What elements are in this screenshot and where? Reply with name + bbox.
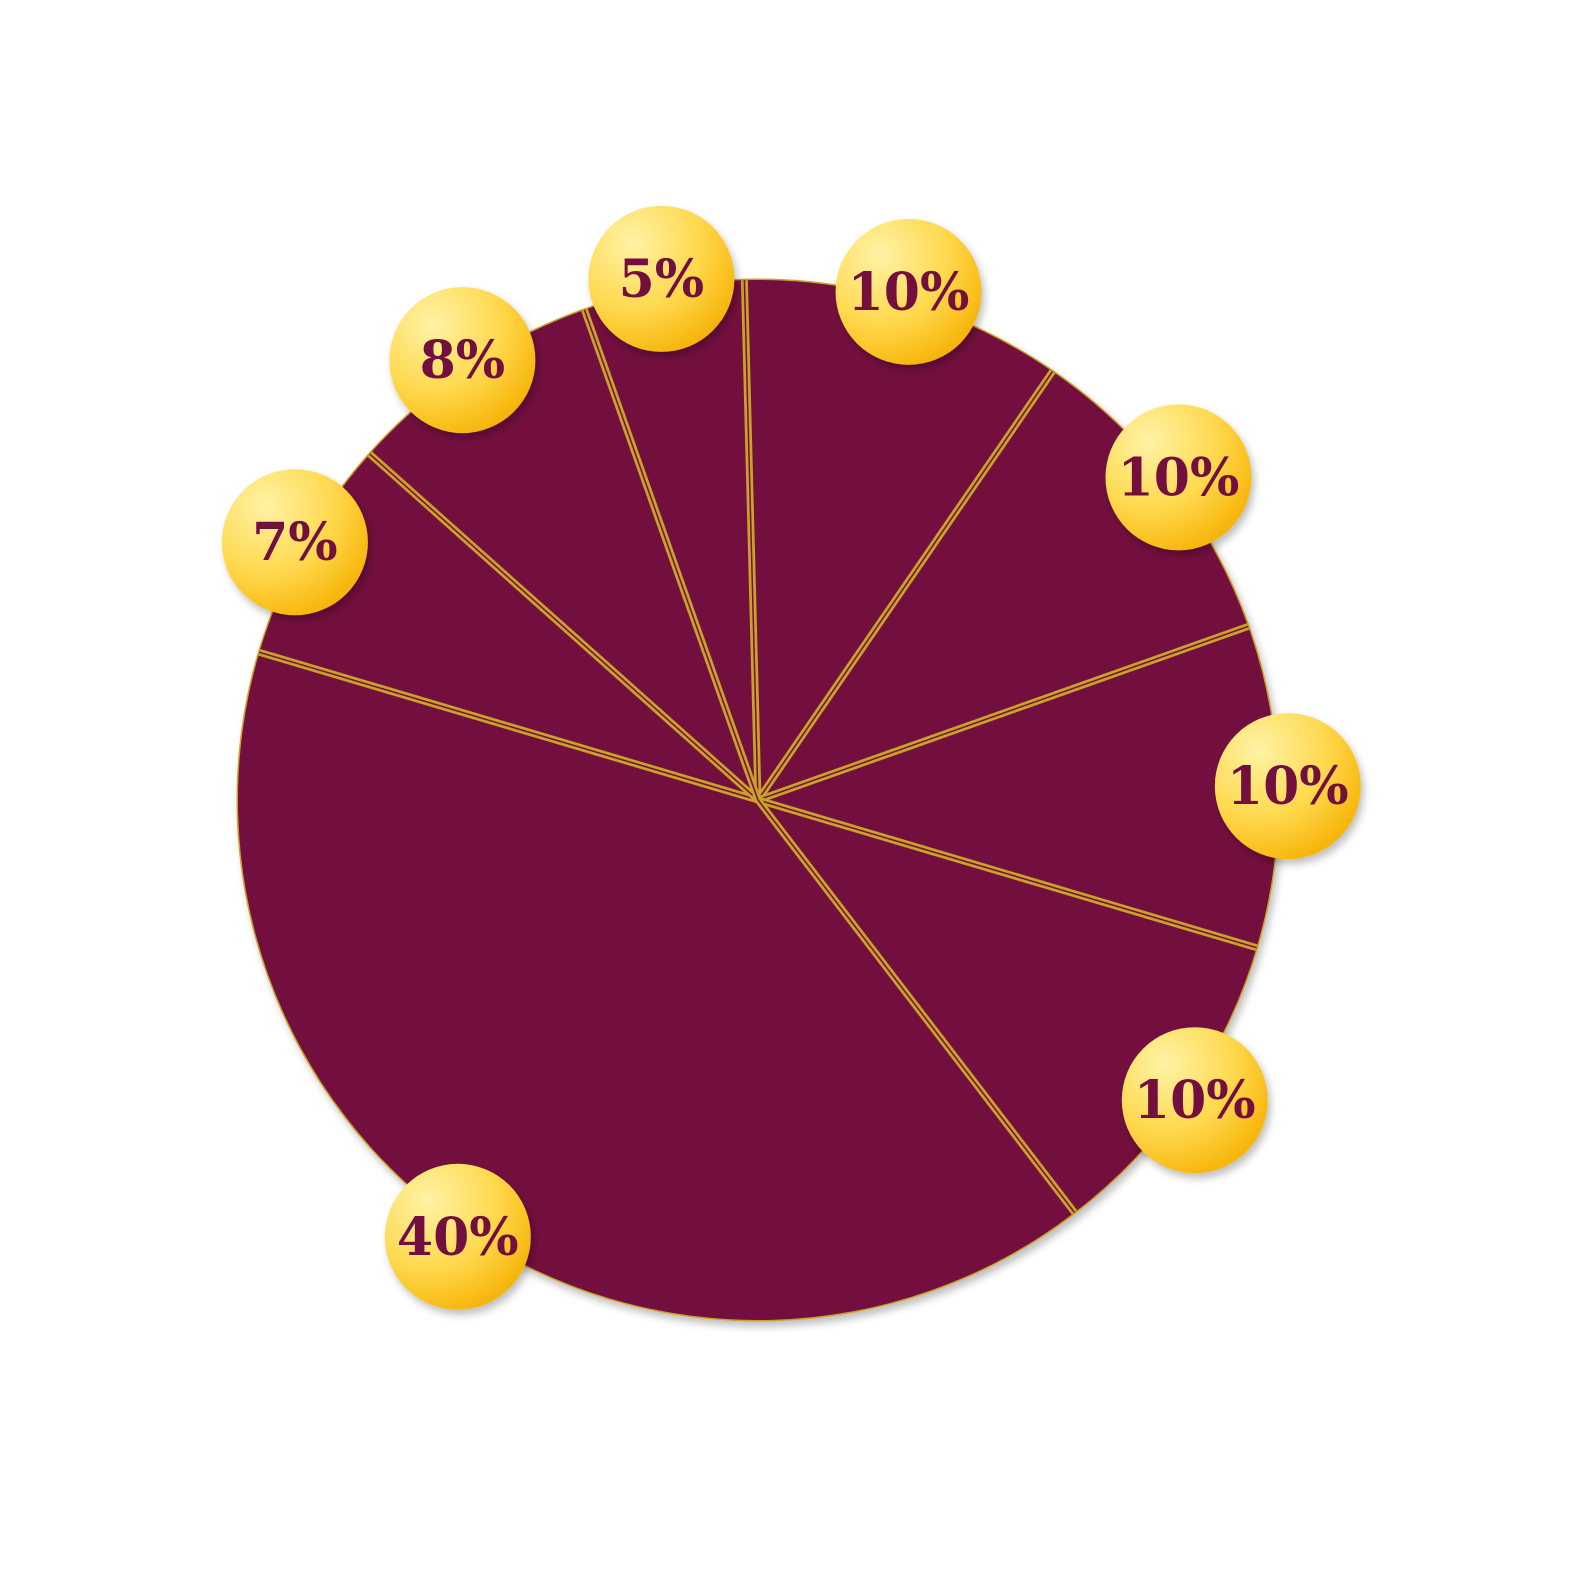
slice-label-bubble-5: 40% — [384, 1163, 531, 1310]
label-bubble-circle — [384, 1163, 531, 1310]
pie-slice-1 — [744, 280, 1053, 800]
slice-separator-inner-6 — [259, 651, 759, 801]
pie-slices — [236, 278, 1280, 1322]
pie-slice-5 — [237, 652, 1075, 1320]
pie-labels: 10% 10% 10% 10% 40% 7% 8% 5% — [221, 205, 1361, 1310]
label-bubble-circle — [1214, 713, 1361, 860]
slice-separator-inner-3 — [757, 625, 1249, 801]
pie-slice-3 — [758, 626, 1278, 948]
slice-separator-inner-4 — [757, 799, 1257, 949]
slice-label-text: 40% — [397, 1207, 519, 1268]
label-bubble-circle — [835, 218, 982, 365]
slice-label-text: 10% — [1134, 1070, 1256, 1131]
label-bubble-circle — [221, 469, 368, 616]
slice-label-bubble-1: 10% — [835, 218, 982, 365]
slice-separator-inner-8 — [583, 309, 759, 801]
label-bubble-circle — [1105, 404, 1252, 551]
label-bubble-circle — [1121, 1027, 1268, 1174]
slice-label-bubble-7: 8% — [389, 287, 536, 434]
slice-label-bubble-4: 10% — [1121, 1027, 1268, 1174]
slice-label-text: 10% — [848, 262, 970, 323]
slice-separator-inner-2 — [757, 371, 1054, 801]
slice-label-bubble-8: 5% — [588, 205, 735, 352]
slice-label-bubble-6: 7% — [221, 469, 368, 616]
pie-separators — [258, 280, 1258, 1215]
label-bubble-circle — [389, 287, 536, 434]
slice-label-text: 10% — [1227, 756, 1349, 817]
slice-separator-inner-7 — [369, 453, 759, 801]
pie-slice-6 — [259, 454, 758, 800]
slice-label-text: 8% — [420, 330, 506, 391]
slice-label-bubble-3: 10% — [1214, 713, 1361, 860]
slice-separator-inner-1 — [743, 280, 759, 801]
slice-label-text: 7% — [252, 512, 338, 573]
label-bubble-circle — [588, 205, 735, 352]
slice-label-bubble-2: 10% — [1105, 404, 1252, 551]
slice-label-text: 5% — [619, 249, 705, 310]
slice-separator-inner-5 — [757, 799, 1076, 1214]
slice-label-text: 10% — [1118, 447, 1240, 508]
